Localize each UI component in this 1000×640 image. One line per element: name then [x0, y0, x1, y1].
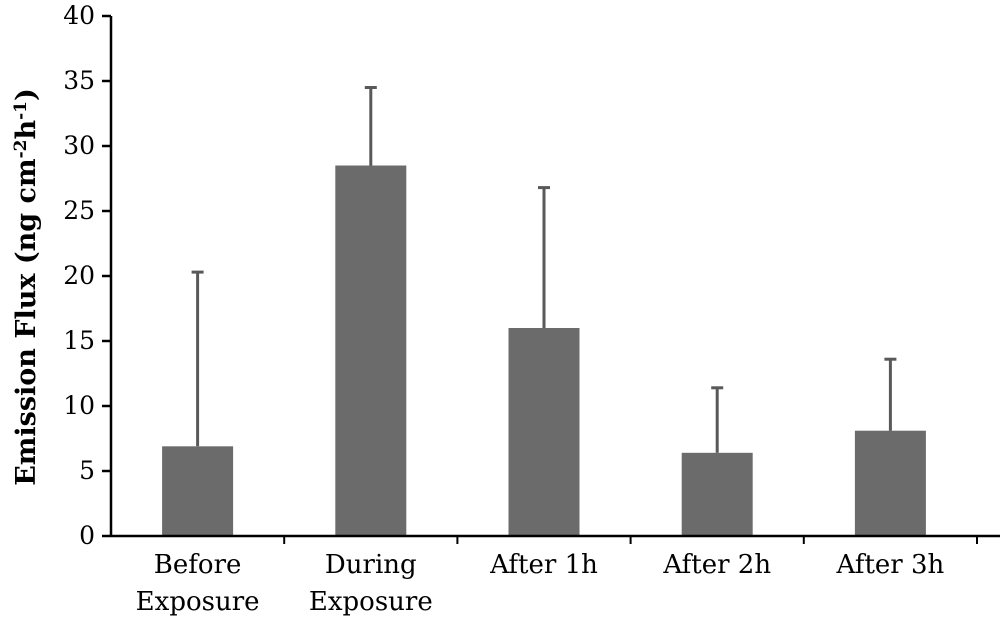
x-tick-labels: Before Exposure During Exposure After 1h Afte…	[136, 550, 945, 617]
y-tick-label: 5	[79, 456, 95, 485]
x-tick-label: During	[325, 550, 417, 580]
y-axis-label: Emission Flux (ng cm-2h-1)	[11, 88, 42, 486]
bar	[508, 328, 580, 536]
error-bars	[191, 86, 897, 453]
x-tick-label: After 2h	[662, 550, 771, 580]
x-tick-label: After 1h	[489, 550, 598, 580]
y-tick-label: 40	[63, 1, 95, 30]
y-axis-label-close: )	[11, 88, 42, 101]
bar	[162, 446, 234, 536]
y-tick-label: 15	[63, 326, 95, 355]
y-tick-label: 10	[63, 391, 95, 420]
y-tick-label: 30	[63, 131, 95, 160]
x-tick-label: Exposure	[136, 587, 260, 617]
bars	[162, 165, 926, 536]
y-tick-label: 20	[63, 261, 95, 290]
bar	[681, 452, 753, 536]
bar	[854, 430, 926, 536]
x-axis	[111, 534, 1000, 544]
bar	[335, 165, 407, 536]
y-axis: 0 5 10 15 20 25 30 35 40	[63, 1, 113, 550]
y-axis-label-mid: h	[11, 120, 42, 140]
y-axis-label-sup1: -2	[11, 140, 31, 159]
y-tick-label: 0	[79, 521, 95, 550]
x-tick-label: Exposure	[309, 587, 433, 617]
x-tick-label: After 3h	[836, 550, 945, 580]
y-axis-label-main: Emission Flux (ng cm	[11, 158, 42, 485]
y-axis-label-sup2: -1	[11, 101, 31, 120]
y-tick-label: 35	[63, 66, 95, 95]
y-tick-label: 25	[63, 196, 95, 225]
x-tick-label: Before	[154, 550, 242, 580]
